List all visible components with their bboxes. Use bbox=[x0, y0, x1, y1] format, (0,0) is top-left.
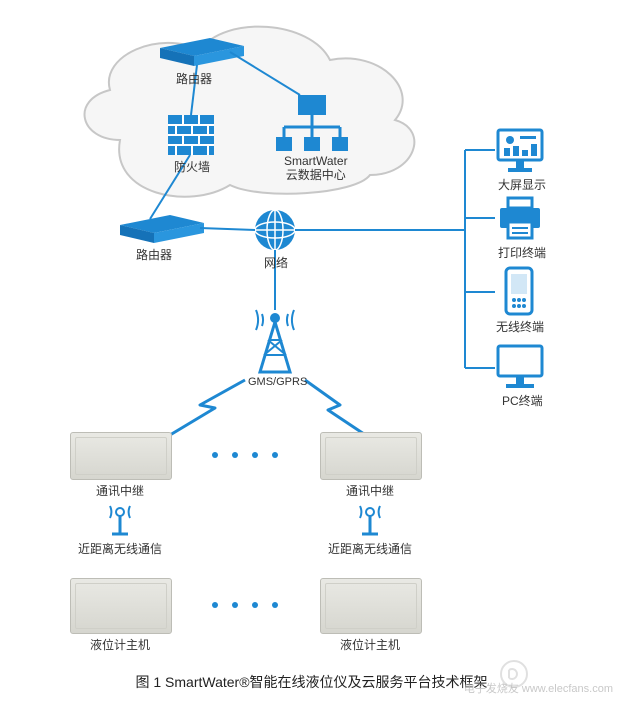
watermark-text: 电子发烧友 www.elecfans.com bbox=[464, 680, 613, 696]
label-router-top: 路由器 bbox=[176, 70, 212, 87]
bolt-left bbox=[165, 380, 245, 438]
label-big-screen: 大屏显示 bbox=[498, 176, 546, 193]
label-host-left: 液位计主机 bbox=[90, 636, 150, 653]
label-relay-right: 通讯中继 bbox=[346, 482, 394, 499]
label-printer: 打印终端 bbox=[498, 244, 546, 261]
label-relay-left: 通讯中继 bbox=[96, 482, 144, 499]
wireless-terminal-icon bbox=[506, 268, 532, 314]
firewall-icon bbox=[168, 115, 214, 155]
printer-icon bbox=[500, 198, 540, 238]
label-short-range-left: 近距离无线通信 bbox=[78, 540, 162, 557]
big-screen-icon bbox=[498, 130, 542, 172]
label-gsm-gprs: GMS/GPRS bbox=[248, 376, 307, 388]
host-right-device bbox=[320, 578, 422, 634]
label-router-left: 路由器 bbox=[136, 246, 172, 263]
antenna-left-icon bbox=[110, 506, 130, 534]
bolt-right bbox=[305, 380, 370, 438]
cloud bbox=[85, 27, 415, 197]
label-short-range-right: 近距离无线通信 bbox=[328, 540, 412, 557]
router-left-icon bbox=[120, 215, 204, 243]
pc-terminal-icon bbox=[498, 346, 542, 388]
label-pc-terminal: PC终端 bbox=[502, 392, 543, 409]
label-host-right: 液位计主机 bbox=[340, 636, 400, 653]
label-datacenter: SmartWater 云数据中心 bbox=[284, 154, 348, 182]
label-firewall: 防火墙 bbox=[174, 158, 210, 175]
cell-tower-icon bbox=[256, 310, 294, 372]
label-network: 网络 bbox=[264, 254, 288, 271]
relay-right-device bbox=[320, 432, 422, 480]
relay-ellipsis bbox=[212, 452, 278, 458]
link-router-network bbox=[200, 228, 255, 230]
host-ellipsis bbox=[212, 602, 278, 608]
antenna-right-icon bbox=[360, 506, 380, 534]
host-left-device bbox=[70, 578, 172, 634]
label-wireless-terminal: 无线终端 bbox=[496, 318, 544, 335]
network-globe-icon bbox=[255, 210, 295, 250]
relay-left-device bbox=[70, 432, 172, 480]
